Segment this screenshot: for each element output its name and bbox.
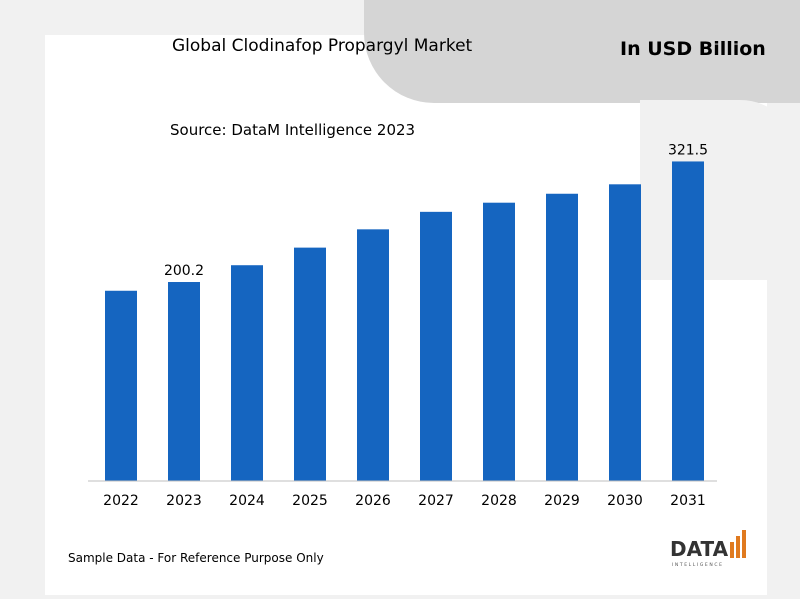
bar-2022 [105, 290, 137, 481]
x-tick-label: 2031 [670, 493, 706, 509]
x-tick-label: 2022 [103, 493, 139, 509]
bar-2028 [483, 202, 515, 482]
corner-decoration [640, 100, 800, 280]
logo-main-text: DATA [670, 537, 729, 561]
x-tick-label: 2030 [607, 493, 643, 509]
bar-2026 [357, 229, 389, 481]
x-tick-label: 2028 [481, 493, 517, 509]
logo-sub-text: INTELLIGENCE [672, 562, 724, 568]
x-tick-label: 2023 [166, 493, 202, 509]
bar-2027 [420, 211, 452, 481]
logo-bar-icon [730, 542, 734, 558]
chart-title: Global Clodinafop Propargyl Market [172, 36, 473, 56]
bar-2029 [546, 193, 578, 481]
logo-bar-icon [736, 536, 740, 558]
datam-logo: DATA INTELLIGENCE [670, 530, 746, 568]
bar-2024 [231, 265, 263, 481]
unit-label: In USD Billion [620, 38, 766, 60]
data-label: 321.5 [668, 142, 708, 158]
x-tick-label: 2027 [418, 493, 454, 509]
bar-2025 [294, 247, 326, 481]
bar-2030 [609, 184, 641, 482]
x-tick-label: 2029 [544, 493, 580, 509]
source-text: Source: DataM Intelligence 2023 [170, 121, 416, 139]
x-tick-label: 2024 [229, 493, 265, 509]
x-tick-label: 2026 [355, 493, 391, 509]
logo-bar-icon [742, 530, 746, 558]
x-tick-label: 2025 [292, 493, 328, 509]
bar-2031 [672, 161, 704, 481]
footer-note: Sample Data - For Reference Purpose Only [68, 551, 324, 565]
header-band [364, 0, 800, 103]
data-label: 200.2 [164, 263, 204, 279]
bar-2023 [168, 282, 200, 481]
